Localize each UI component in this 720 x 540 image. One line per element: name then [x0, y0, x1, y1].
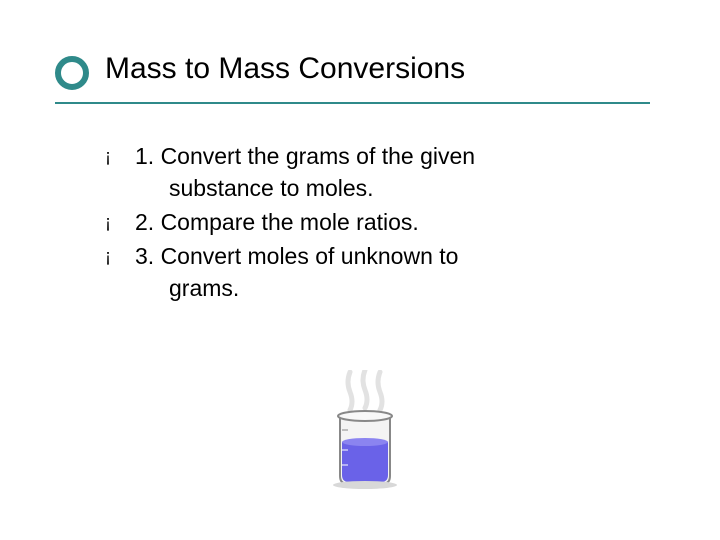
item-line1: 3. Convert moles of unknown to [135, 243, 458, 269]
list-item: ¡ 3. Convert moles of unknown to grams. [105, 240, 645, 304]
list-item: ¡ 2. Compare the mole ratios. [105, 206, 645, 238]
content-list: ¡ 1. Convert the grams of the given subs… [105, 140, 645, 306]
list-item: ¡ 1. Convert the grams of the given subs… [105, 140, 645, 204]
bullet-icon: ¡ [105, 140, 135, 172]
title-underline [55, 102, 650, 104]
title-area: Mass to Mass Conversions [55, 52, 655, 96]
bullet-icon: ¡ [105, 206, 135, 238]
bullet-icon: ¡ [105, 240, 135, 272]
item-line1: 1. Convert the grams of the given [135, 143, 475, 169]
item-line2: grams. [135, 272, 458, 304]
beaker-svg [310, 370, 420, 490]
slide: { "accent_color": "#2f8a8a", "underline_… [0, 0, 720, 540]
item-text: 3. Convert moles of unknown to grams. [135, 240, 458, 304]
beaker-icon [310, 370, 420, 490]
item-text: 2. Compare the mole ratios. [135, 206, 419, 238]
item-line1: 2. Compare the mole ratios. [135, 209, 419, 235]
item-line2: substance to moles. [135, 172, 475, 204]
slide-title: Mass to Mass Conversions [55, 52, 655, 96]
item-text: 1. Convert the grams of the given substa… [135, 140, 475, 204]
